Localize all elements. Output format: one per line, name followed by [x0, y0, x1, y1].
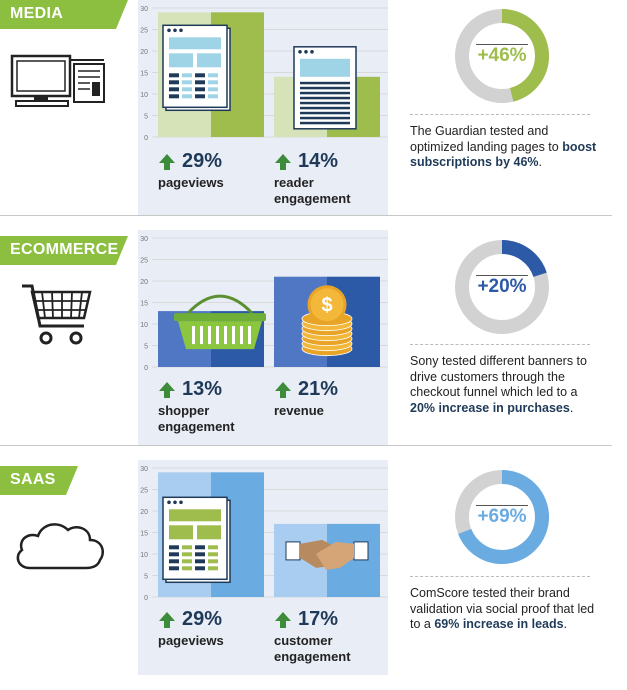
description-end: .: [563, 617, 568, 631]
article-page-icon: [293, 46, 357, 130]
donut-rule: [476, 44, 528, 45]
tick-label: 0: [144, 595, 148, 602]
description-text: The Guardian tested and optimized landin…: [410, 124, 563, 154]
donut-chart: +46%: [452, 6, 552, 111]
section-ecommerce: ECOMMERCE 0 5 10 15 20 25 30 $ 13% shopper enga…: [0, 230, 627, 460]
section-title: SAAS: [10, 471, 56, 488]
stat-2: 21% revenue: [274, 378, 384, 419]
description: Sony tested different banners to drive c…: [410, 354, 602, 416]
up-arrow-icon: [275, 381, 291, 398]
bar-chart: 0 5 10 15 20 25 30: [138, 0, 388, 215]
section-divider: [0, 445, 612, 446]
tick-label: 15: [140, 531, 148, 538]
tick-label: 5: [144, 574, 148, 581]
stat-label: pageviews: [158, 175, 224, 190]
donut-segment: [455, 470, 549, 564]
tick-label: 20: [140, 509, 148, 516]
stat-1: 29% pageviews: [158, 150, 268, 191]
handshake-icon: [285, 539, 369, 570]
stat-1: 13% shopper engagement: [158, 378, 238, 435]
stat-2: 14% reader engagement: [274, 150, 354, 207]
section-title: ECOMMERCE: [10, 241, 119, 258]
stat-label: reader engagement: [274, 175, 351, 206]
dotted-divider: [410, 114, 590, 115]
stat-value: 13%: [182, 378, 223, 400]
section-title: MEDIA: [10, 5, 64, 22]
up-arrow-icon: [275, 611, 291, 628]
tick-label: 20: [140, 49, 148, 56]
stat-label: shopper engagement: [158, 403, 235, 434]
donut-rule: [476, 505, 528, 506]
description-end: .: [569, 400, 574, 415]
bar-chart: 0 5 10 15 20 25 30 $: [138, 230, 388, 445]
stat-value: 29%: [182, 608, 223, 630]
stat-label: customer engagement: [274, 633, 351, 664]
tick-label: 20: [140, 279, 148, 286]
coins-icon: $: [301, 285, 353, 357]
section-tag: ECOMMERCE: [0, 236, 128, 265]
description: ComScore tested their brand validation v…: [410, 586, 602, 633]
stat-value: 21%: [298, 378, 339, 400]
up-arrow-icon: [159, 381, 175, 398]
tick-label: 25: [140, 488, 148, 495]
section-saas: SAAS 0 5 10 15 20 25 30 29% pageviews 17% cust…: [0, 460, 627, 690]
dotted-divider: [410, 344, 590, 345]
section-divider: [0, 215, 612, 216]
tick-label: 5: [144, 114, 148, 121]
stat-label: pageviews: [158, 633, 224, 648]
basket-icon: [174, 294, 266, 350]
stat-value: 14%: [298, 150, 339, 172]
bar-chart: 0 5 10 15 20 25 30: [138, 460, 388, 675]
tick-label: 25: [140, 258, 148, 265]
tick-label: 5: [144, 344, 148, 351]
stat-label: revenue: [274, 403, 324, 418]
tick-label: 30: [140, 6, 148, 13]
stat-value: 29%: [182, 150, 223, 172]
description-text: ComScore tested their brand validation v…: [410, 586, 595, 631]
donut-chart: +20%: [452, 237, 552, 342]
tick-label: 10: [140, 322, 148, 329]
cloud-icon: [12, 516, 108, 581]
donut-rule: [476, 275, 528, 276]
section-tag: SAAS: [0, 466, 78, 495]
tick-label: 30: [140, 236, 148, 243]
description-highlight: 20% increase in purchases: [410, 400, 570, 415]
description-end: .: [538, 155, 542, 169]
description-text: Sony tested different banners to drive c…: [410, 354, 587, 399]
up-arrow-icon: [159, 611, 175, 628]
up-arrow-icon: [275, 153, 291, 170]
donut-segment: [455, 9, 549, 103]
tick-label: 0: [144, 135, 148, 142]
shopping-cart-icon: [18, 282, 98, 355]
stat-value: 17%: [298, 608, 339, 630]
donut-segment: [455, 240, 549, 334]
donut-value: +20%: [477, 276, 527, 297]
tick-label: 10: [140, 552, 148, 559]
donut-ring: [455, 9, 549, 103]
webpage-icon: [162, 496, 231, 584]
tick-label: 15: [140, 71, 148, 78]
description: The Guardian tested and optimized landin…: [410, 124, 602, 171]
svg-text:$: $: [321, 295, 332, 317]
tick-label: 25: [140, 28, 148, 35]
description-highlight: boost subscriptions by 46%: [410, 139, 597, 170]
up-arrow-icon: [159, 153, 175, 170]
dotted-divider: [410, 576, 590, 577]
tick-label: 10: [140, 92, 148, 99]
donut-value: +69%: [477, 506, 527, 527]
tick-label: 30: [140, 466, 148, 473]
section-tag: MEDIA: [0, 0, 128, 29]
donut-value: +46%: [477, 45, 527, 66]
computer-icon: [8, 50, 108, 115]
donut-ring: [455, 470, 549, 564]
donut-chart: +69%: [452, 467, 552, 572]
description-highlight: 69% increase in leads: [434, 617, 564, 631]
tick-label: 15: [140, 301, 148, 308]
stat-1: 29% pageviews: [158, 608, 268, 649]
section-media: MEDIA 0 5 10 15 20 25 30 29% pageviews 14% re: [0, 0, 627, 230]
stat-2: 17% customer engagement: [274, 608, 354, 665]
webpage-icon: [162, 24, 231, 112]
donut-ring: [455, 240, 549, 334]
tick-label: 0: [144, 365, 148, 372]
